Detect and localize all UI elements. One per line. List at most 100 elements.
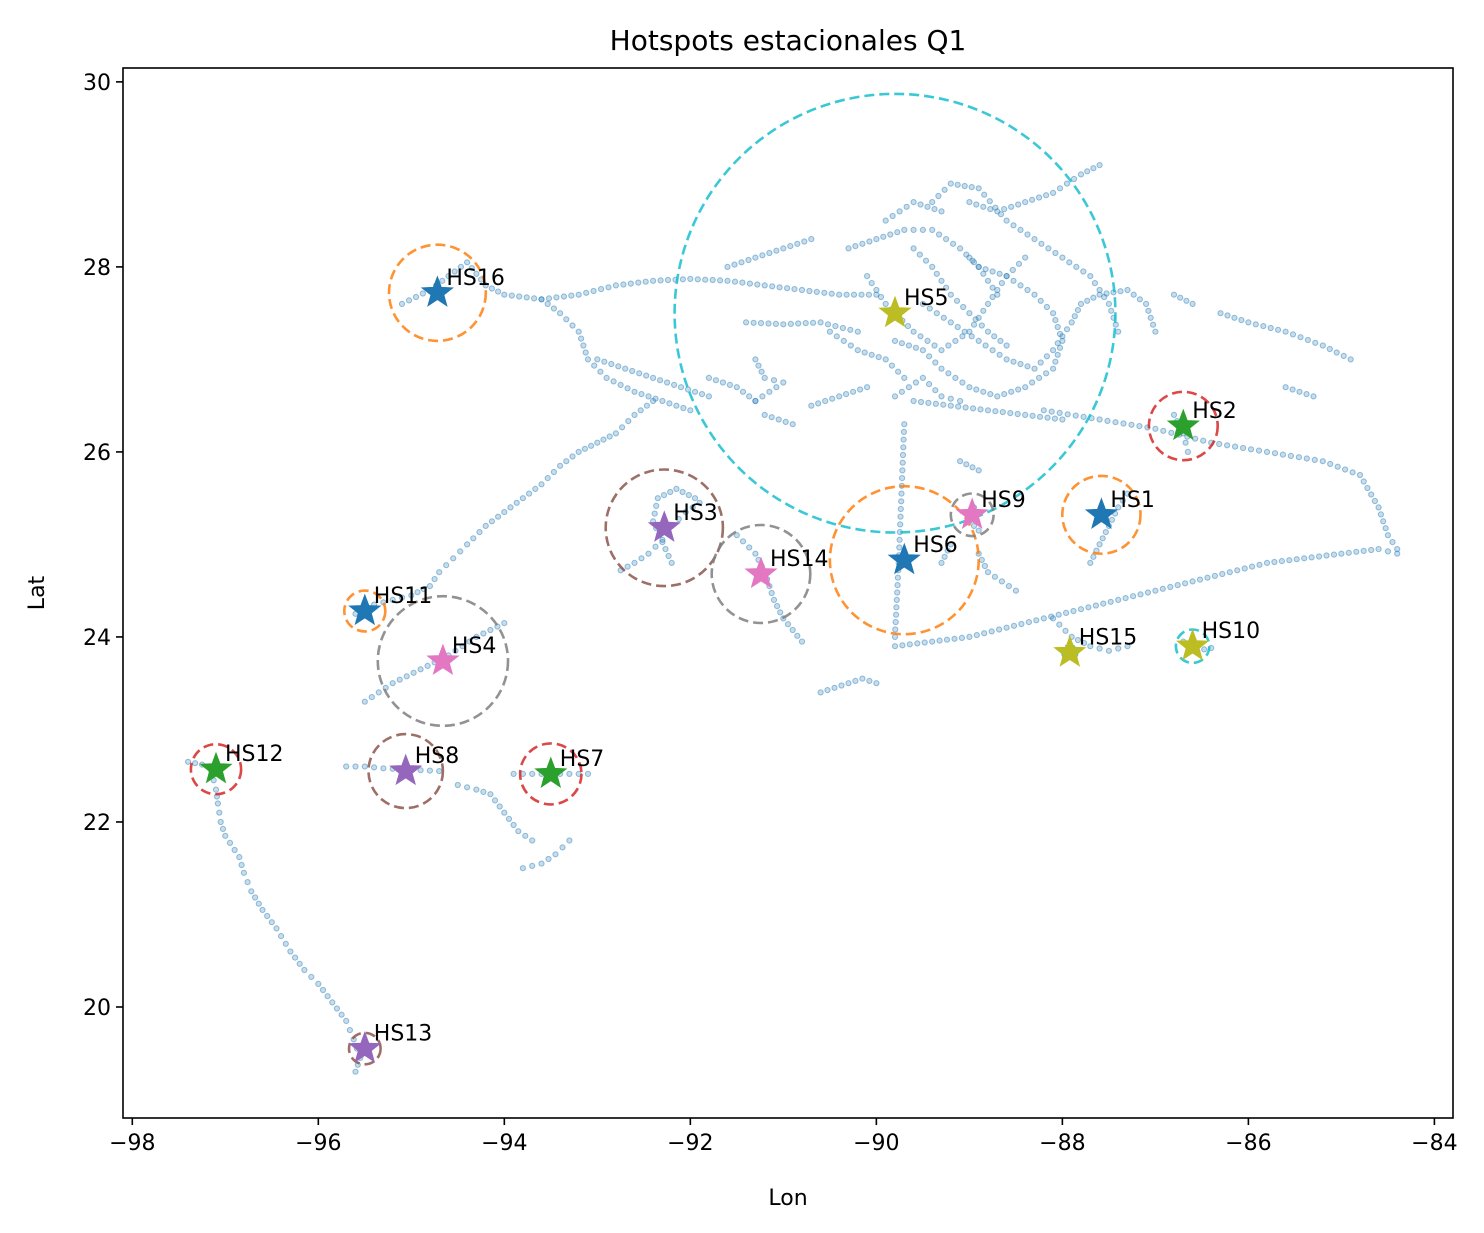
- track-point: [566, 770, 573, 778]
- track-point: [705, 393, 713, 400]
- track-point: [569, 453, 576, 460]
- track-point: [1368, 491, 1375, 498]
- y-tick-label: 26: [83, 441, 111, 466]
- track-point: [1380, 518, 1387, 525]
- track-point: [784, 621, 792, 628]
- track-point: [938, 277, 945, 284]
- hotspot-radius-circle: [1061, 474, 1142, 555]
- track-point: [1231, 314, 1238, 321]
- track-point: [1295, 454, 1303, 461]
- track-point: [922, 257, 930, 264]
- track-point: [594, 356, 601, 363]
- track-point: [789, 421, 796, 428]
- track-point: [1085, 604, 1092, 611]
- track-point: [1323, 552, 1330, 559]
- track-point: [287, 948, 294, 955]
- track-point: [892, 626, 899, 633]
- track-point: [726, 381, 734, 388]
- track-point: [1077, 171, 1085, 178]
- track-point: [583, 289, 590, 296]
- track-point: [417, 666, 424, 673]
- track-point: [702, 276, 709, 283]
- track-point: [998, 578, 1006, 585]
- track-point: [601, 358, 608, 365]
- track-point: [912, 379, 920, 386]
- track-point: [1052, 358, 1059, 365]
- track-point: [925, 399, 932, 406]
- track-point: [945, 370, 952, 377]
- track-point: [1326, 345, 1333, 353]
- track-point: [847, 342, 854, 349]
- track-point: [389, 596, 396, 604]
- track-point: [473, 633, 480, 641]
- track-point: [931, 342, 938, 349]
- hotspot-radius-circle: [604, 468, 725, 588]
- track-point: [987, 206, 994, 213]
- track-point: [1216, 440, 1223, 448]
- track-point: [1010, 358, 1017, 365]
- hotspot-label: HS5: [904, 286, 949, 311]
- track-point: [984, 569, 992, 576]
- track-point: [891, 643, 899, 650]
- track-point: [868, 280, 875, 287]
- track-point: [858, 291, 865, 298]
- track-point: [975, 527, 982, 534]
- track-point: [612, 430, 620, 437]
- track-point: [487, 626, 494, 634]
- track-point: [932, 387, 939, 394]
- track-point: [1170, 291, 1178, 298]
- track-point: [833, 333, 840, 340]
- track-point: [1200, 437, 1207, 444]
- track-point: [1050, 347, 1057, 354]
- track-point: [296, 960, 303, 967]
- track-point: [352, 1068, 359, 1075]
- track-point: [817, 689, 824, 696]
- track-point: [1204, 574, 1211, 581]
- track-point: [620, 281, 627, 288]
- track-point: [919, 347, 927, 354]
- track-point: [544, 300, 551, 307]
- track-point: [743, 319, 750, 326]
- track-point: [975, 467, 982, 474]
- track-point: [214, 800, 221, 807]
- track-point: [1201, 646, 1208, 653]
- track-point: [1045, 245, 1052, 252]
- track-point: [588, 442, 595, 449]
- track-point: [919, 300, 927, 307]
- track-point: [1017, 360, 1024, 368]
- track-point: [1108, 307, 1115, 314]
- track-point: [950, 240, 957, 247]
- track-point: [625, 418, 632, 425]
- track-point: [773, 384, 780, 391]
- track-point: [970, 321, 978, 328]
- track-point: [1101, 293, 1108, 301]
- track-point: [1081, 640, 1088, 647]
- track-point: [659, 536, 666, 543]
- track-point: [1029, 196, 1036, 203]
- track-point: [523, 294, 530, 301]
- track-point: [1031, 291, 1038, 298]
- track-point: [451, 268, 458, 275]
- track-point: [774, 603, 781, 610]
- track-point: [777, 609, 784, 616]
- track-point: [845, 680, 852, 687]
- track-point: [782, 418, 789, 425]
- track-point: [1036, 374, 1043, 381]
- track-point: [1247, 446, 1255, 453]
- track-point: [761, 374, 768, 381]
- track-point: [968, 184, 975, 191]
- track-point: [780, 245, 787, 252]
- track-point: [1010, 222, 1017, 229]
- track-point: [1072, 412, 1079, 419]
- track-point: [343, 763, 350, 770]
- track-point: [513, 499, 520, 506]
- track-point: [900, 428, 908, 435]
- track-point: [897, 521, 904, 528]
- track-point: [226, 839, 234, 847]
- x-tick-label: −92: [667, 1131, 713, 1156]
- track-point: [973, 386, 980, 393]
- track-point: [815, 400, 822, 407]
- track-point: [1033, 617, 1040, 624]
- track-point: [501, 620, 508, 627]
- track-point: [1252, 321, 1259, 328]
